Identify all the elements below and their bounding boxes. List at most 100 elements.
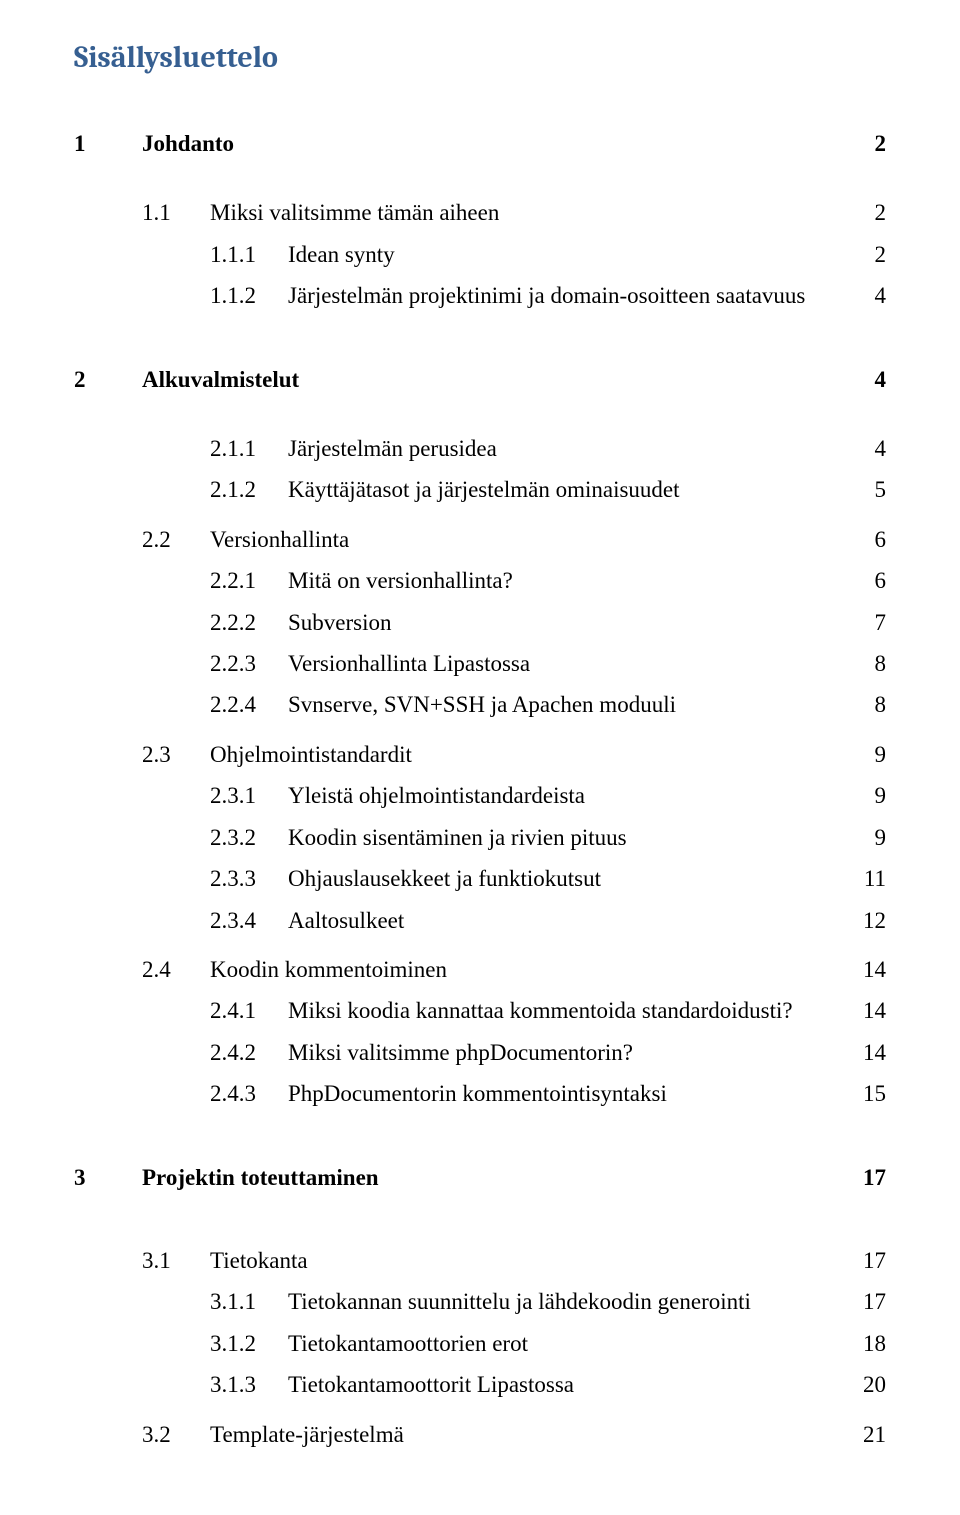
toc-entry[interactable]: 2.3.1Yleistä ohjelmointistandardeista9 <box>210 775 886 816</box>
toc-entry[interactable]: 2.4.3PhpDocumentorin kommentointisyntaks… <box>210 1073 886 1114</box>
toc-entry-label: Tietokantamoottorit Lipastossa <box>288 1364 574 1405</box>
toc-entry-number: 2.2.3 <box>210 643 288 684</box>
toc-entry[interactable]: 3Projektin toteuttaminen17 <box>74 1157 886 1198</box>
toc-entry-number: 2.4.2 <box>210 1032 288 1073</box>
toc-entry-left: 2.4.3PhpDocumentorin kommentointisyntaks… <box>210 1073 667 1114</box>
toc-entry-left: 3.1.1Tietokannan suunnittelu ja lähdekoo… <box>210 1281 751 1322</box>
toc-entry[interactable]: 2.1.2Käyttäjätasot ja järjestelmän omina… <box>210 469 886 510</box>
toc-entry[interactable]: 2.3.3Ohjauslausekkeet ja funktiokutsut 11 <box>210 858 886 899</box>
toc-entry-number: 2.1.2 <box>210 469 288 510</box>
toc-entry-page: 17 <box>846 1240 886 1281</box>
toc-entry[interactable]: 2.1.1Järjestelmän perusidea4 <box>210 428 886 469</box>
toc-entry-page: 8 <box>846 643 886 684</box>
toc-entry-left: 2.3.2Koodin sisentäminen ja rivien pituu… <box>210 817 627 858</box>
toc-entry-left: 3.1Tietokanta <box>142 1240 308 1281</box>
toc-entry-page: 15 <box>846 1073 886 1114</box>
toc-entry[interactable]: 1.1Miksi valitsimme tämän aiheen2 <box>142 192 886 233</box>
toc-entry-label: Versionhallinta Lipastossa <box>288 643 530 684</box>
toc-entry[interactable]: 2.4.1Miksi koodia kannattaa kommentoida … <box>210 990 886 1031</box>
toc-entry[interactable]: 1.1.1Idean synty2 <box>210 234 886 275</box>
toc-entry[interactable]: 2.3.4Aaltosulkeet 12 <box>210 900 886 941</box>
toc-entry-page: 6 <box>846 519 886 560</box>
toc-entry-left: 2.2.4Svnserve, SVN+SSH ja Apachen moduul… <box>210 684 676 725</box>
toc-entry-left: 2.3.1Yleistä ohjelmointistandardeista <box>210 775 585 816</box>
toc-entry-left: 3.1.3Tietokantamoottorit Lipastossa <box>210 1364 574 1405</box>
toc-entry-left: 2.3.3Ohjauslausekkeet ja funktiokutsut <box>210 858 601 899</box>
toc-entry-page: 14 <box>846 949 886 990</box>
toc-entry-page: 7 <box>846 602 886 643</box>
toc-entry-label: Ohjelmointistandardit <box>210 734 412 775</box>
page-title: Sisällysluettelo <box>74 40 886 75</box>
toc-entry-left: 2.2.3Versionhallinta Lipastossa <box>210 643 530 684</box>
toc-entry-number: 3.1.1 <box>210 1281 288 1322</box>
toc-entry-page: 2 <box>846 123 886 164</box>
toc-entry-number: 3.1.2 <box>210 1323 288 1364</box>
toc-entry-left: 3.2Template-järjestelmä <box>142 1414 404 1455</box>
toc-entry-left: 2.3.4Aaltosulkeet <box>210 900 404 941</box>
toc-entry-number: 2.3.1 <box>210 775 288 816</box>
toc-entry-left: 1.1Miksi valitsimme tämän aiheen <box>142 192 499 233</box>
toc-entry-label: Koodin sisentäminen ja rivien pituus <box>288 817 627 858</box>
toc-entry[interactable]: 3.1.3Tietokantamoottorit Lipastossa 20 <box>210 1364 886 1405</box>
toc-entry-label: Koodin kommentoiminen <box>210 949 447 990</box>
toc-entry-number: 2.3 <box>142 734 210 775</box>
toc-entry-page: 17 <box>846 1281 886 1322</box>
toc-entry[interactable]: 1Johdanto2 <box>74 123 886 164</box>
toc-entry-page: 4 <box>846 275 886 316</box>
toc-entry-label: PhpDocumentorin kommentointisyntaksi <box>288 1073 667 1114</box>
toc-entry-page: 8 <box>846 684 886 725</box>
toc-entry-number: 2 <box>74 359 142 400</box>
toc-entry-number: 3.1 <box>142 1240 210 1281</box>
toc-entry[interactable]: 2.4.2Miksi valitsimme phpDocumentorin? 14 <box>210 1032 886 1073</box>
toc-entry-left: 2.3Ohjelmointistandardit <box>142 734 412 775</box>
toc-entry-left: 2.1.1Järjestelmän perusidea <box>210 428 497 469</box>
toc-entry-page: 14 <box>846 1032 886 1073</box>
toc-entry-page: 20 <box>846 1364 886 1405</box>
toc-entry-number: 2.4.3 <box>210 1073 288 1114</box>
toc-entry-left: 1.1.1Idean synty <box>210 234 395 275</box>
toc-entry[interactable]: 2.2.3Versionhallinta Lipastossa 8 <box>210 643 886 684</box>
toc-entry[interactable]: 2.4Koodin kommentoiminen 14 <box>142 949 886 990</box>
toc-entry[interactable]: 3.1Tietokanta 17 <box>142 1240 886 1281</box>
toc-entry[interactable]: 2.2.2Subversion 7 <box>210 602 886 643</box>
toc-entry-page: 14 <box>846 990 886 1031</box>
toc-entry[interactable]: 2.2.4Svnserve, SVN+SSH ja Apachen moduul… <box>210 684 886 725</box>
toc-entry-page: 9 <box>846 734 886 775</box>
toc-entry[interactable]: 3.1.2Tietokantamoottorien erot 18 <box>210 1323 886 1364</box>
toc-entry-label: Mitä on versionhallinta? <box>288 560 513 601</box>
toc-entry-left: 1.1.2Järjestelmän projektinimi ja domain… <box>210 275 805 316</box>
toc-entry-number: 1.1.2 <box>210 275 288 316</box>
toc-entry-number: 2.4 <box>142 949 210 990</box>
toc-entry-left: 2.2.2Subversion <box>210 602 392 643</box>
toc-entry-left: 3Projektin toteuttaminen <box>74 1157 379 1198</box>
table-of-contents: 1Johdanto2 1.1Miksi valitsimme tämän aihe… <box>74 123 886 1455</box>
toc-entry-page: 12 <box>846 900 886 941</box>
toc-entry[interactable]: 2.3.2Koodin sisentäminen ja rivien pituu… <box>210 817 886 858</box>
toc-entry-label: Miksi valitsimme tämän aiheen <box>210 192 499 233</box>
toc-entry[interactable]: 2.2.1Mitä on versionhallinta?6 <box>210 560 886 601</box>
toc-entry-left: 2.4.1Miksi koodia kannattaa kommentoida … <box>210 990 793 1031</box>
toc-entry-left: 2.4.2Miksi valitsimme phpDocumentorin? <box>210 1032 633 1073</box>
toc-entry-number: 3 <box>74 1157 142 1198</box>
toc-entry-page: 6 <box>846 560 886 601</box>
toc-entry-label: Subversion <box>288 602 392 643</box>
toc-entry-number: 1.1 <box>142 192 210 233</box>
toc-entry-label: Ohjauslausekkeet ja funktiokutsut <box>288 858 601 899</box>
toc-entry-label: Tietokannan suunnittelu ja lähdekoodin g… <box>288 1281 751 1322</box>
toc-entry-left: 3.1.2Tietokantamoottorien erot <box>210 1323 528 1364</box>
toc-entry-label: Versionhallinta <box>210 519 349 560</box>
toc-entry[interactable]: 2.2Versionhallinta6 <box>142 519 886 560</box>
toc-entry-page: 11 <box>846 858 886 899</box>
toc-entry-label: Projektin toteuttaminen <box>142 1157 379 1198</box>
toc-entry[interactable]: 2Alkuvalmistelut4 <box>74 359 886 400</box>
toc-entry[interactable]: 1.1.2Järjestelmän projektinimi ja domain… <box>210 275 886 316</box>
toc-entry-number: 2.3.2 <box>210 817 288 858</box>
toc-entry-number: 1 <box>74 123 142 164</box>
toc-entry-page: 18 <box>846 1323 886 1364</box>
toc-entry[interactable]: 3.2Template-järjestelmä21 <box>142 1414 886 1455</box>
toc-entry-label: Svnserve, SVN+SSH ja Apachen moduuli <box>288 684 676 725</box>
toc-entry[interactable]: 3.1.1Tietokannan suunnittelu ja lähdekoo… <box>210 1281 886 1322</box>
toc-entry[interactable]: 2.3Ohjelmointistandardit 9 <box>142 734 886 775</box>
toc-entry-label: Miksi koodia kannattaa kommentoida stand… <box>288 990 793 1031</box>
toc-entry-number: 2.3.3 <box>210 858 288 899</box>
